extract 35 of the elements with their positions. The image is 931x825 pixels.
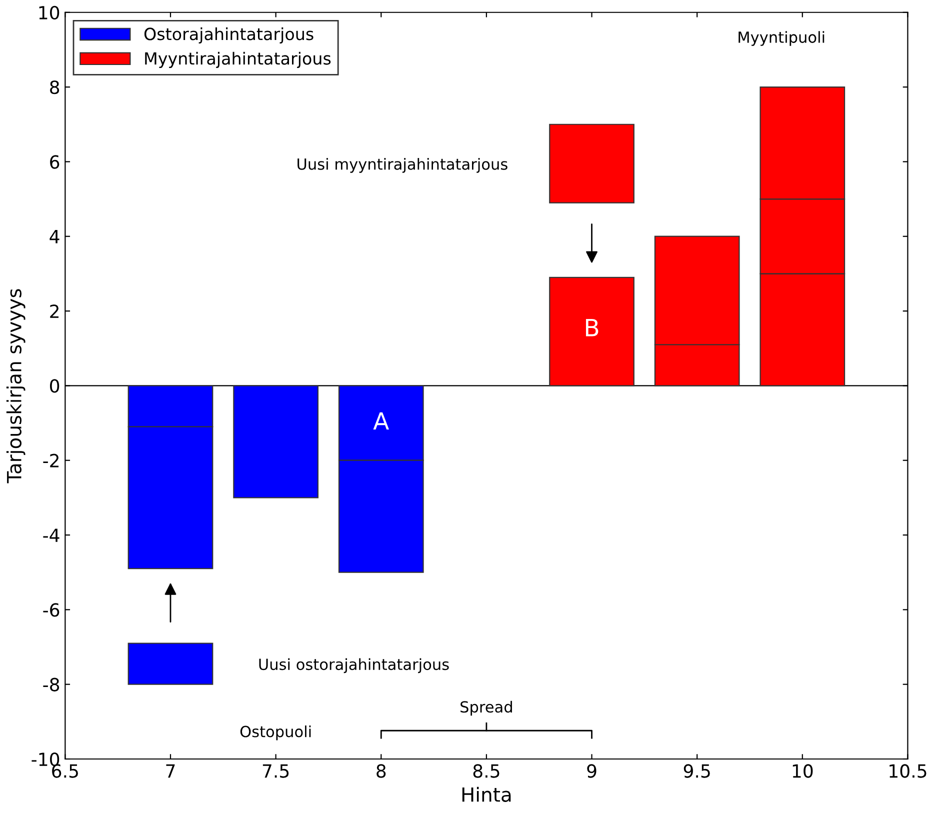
x-tick-label: 9 xyxy=(587,764,596,778)
x-tick-label: 7 xyxy=(166,764,175,778)
y-tick-label: 0 xyxy=(50,379,60,393)
bar xyxy=(549,124,634,204)
x-tick-label: 8.5 xyxy=(473,764,500,778)
bar xyxy=(549,276,634,386)
x-tick-label: 9.5 xyxy=(684,764,710,778)
x-tick-label: 7.5 xyxy=(262,764,289,778)
legend-label: Myyntirajahintatarjous xyxy=(145,52,331,68)
annotation: Uusi ostorajahintatarjous xyxy=(259,658,449,674)
x-axis-title: Hinta xyxy=(462,786,511,802)
y-tick-label: 6 xyxy=(50,155,60,169)
y-tick-label: 4 xyxy=(50,230,60,244)
y-tick-label: 10 xyxy=(39,6,60,20)
annotation: Uusi myyntirajahintatarjous xyxy=(298,158,508,173)
y-tick-label: -8 xyxy=(43,678,60,692)
annotation: Spread xyxy=(460,700,512,716)
bar xyxy=(233,385,318,498)
y-tick-label: -6 xyxy=(43,603,60,617)
x-tick-label: 10.5 xyxy=(890,764,926,778)
x-tick-label: 6.5 xyxy=(52,764,78,778)
y-axis-title: Tarjouskirjan syvyys xyxy=(6,289,26,484)
y-tick-label: -4 xyxy=(43,528,60,542)
y-tick-label: 8 xyxy=(50,80,60,94)
y-tick-label: -10 xyxy=(32,752,60,766)
bar xyxy=(128,642,214,685)
y-tick-label: 2 xyxy=(50,304,58,318)
annotation: Myyntipuoli xyxy=(738,31,824,46)
y-tick-label: -2 xyxy=(43,454,58,468)
annotation: Ostopuoli xyxy=(240,725,311,740)
annotation: A xyxy=(373,412,390,430)
x-tick-label: 10 xyxy=(792,764,813,778)
legend-label: Ostorajahintatarjous xyxy=(144,27,314,44)
annotation: B xyxy=(586,318,598,336)
x-tick-label: 8 xyxy=(376,764,386,778)
